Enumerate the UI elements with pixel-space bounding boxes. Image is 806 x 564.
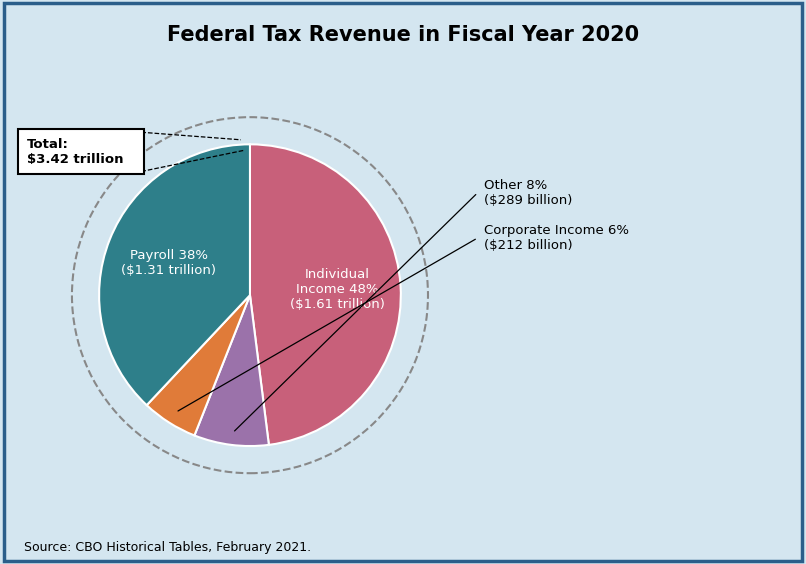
- Wedge shape: [194, 295, 269, 446]
- Text: Total:
$3.42 trillion: Total: $3.42 trillion: [27, 138, 123, 166]
- Text: Federal Tax Revenue in Fiscal Year 2020: Federal Tax Revenue in Fiscal Year 2020: [167, 25, 639, 45]
- Text: Other 8%
($289 billion): Other 8% ($289 billion): [484, 179, 572, 206]
- Text: Corporate Income 6%
($212 billion): Corporate Income 6% ($212 billion): [484, 224, 629, 252]
- Text: Payroll 38%
($1.31 trillion): Payroll 38% ($1.31 trillion): [121, 249, 216, 277]
- Wedge shape: [99, 144, 250, 405]
- Wedge shape: [147, 295, 250, 435]
- Text: Individual
Income 48%
($1.61 trillion): Individual Income 48% ($1.61 trillion): [290, 268, 384, 311]
- FancyBboxPatch shape: [18, 129, 144, 174]
- Text: Source: CBO Historical Tables, February 2021.: Source: CBO Historical Tables, February …: [24, 541, 311, 554]
- Wedge shape: [250, 144, 401, 445]
